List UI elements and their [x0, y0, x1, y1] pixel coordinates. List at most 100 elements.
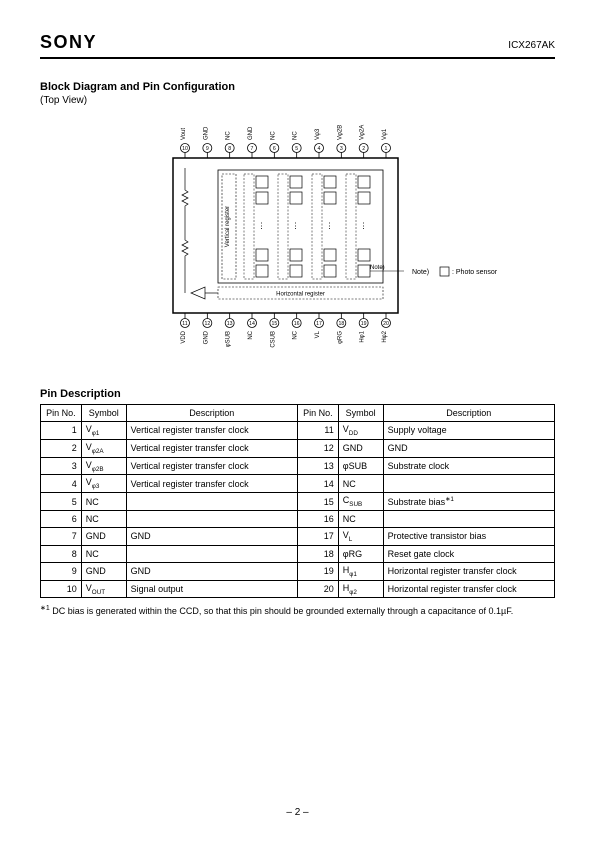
svg-text:VDD: VDD [181, 330, 187, 343]
table-row: 8NC18φRGReset gate clock [41, 545, 555, 562]
cell-desc: Reset gate clock [383, 545, 554, 562]
cell-pin: 16 [297, 510, 338, 527]
cell-pin: 14 [297, 475, 338, 493]
svg-text:10: 10 [182, 146, 188, 152]
cell-desc [126, 493, 297, 511]
cell-pin: 11 [297, 422, 338, 440]
brand-logo: SONY [40, 32, 97, 53]
page-number: – 2 – [0, 807, 595, 818]
svg-text:GND: GND [203, 126, 209, 140]
svg-text:Vφ2A: Vφ2A [359, 125, 365, 140]
table-row: 3Vφ2BVertical register transfer clock13φ… [41, 457, 555, 475]
pin-description-table: Pin No. Symbol Description Pin No. Symbo… [40, 404, 555, 598]
cell-symbol: Hφ1 [338, 562, 383, 580]
cell-symbol: φSUB [338, 457, 383, 475]
cell-desc: Signal output [126, 580, 297, 598]
th-symbol-right: Symbol [338, 405, 383, 422]
cell-pin: 1 [41, 422, 82, 440]
cell-pin: 4 [41, 475, 82, 493]
cell-symbol: NC [81, 493, 126, 511]
table-row: 10VOUTSignal output20Hφ2Horizontal regis… [41, 580, 555, 598]
svg-text:Note): Note) [412, 269, 429, 276]
block-diagram: 10Vout11VDD9GND12GND8NC13φSUB7GND14NC6NC… [98, 110, 498, 370]
cell-symbol: GND [81, 562, 126, 580]
cell-pin: 8 [41, 545, 82, 562]
section-title-block-diagram: Block Diagram and Pin Configuration [40, 81, 555, 93]
cell-desc: GND [126, 562, 297, 580]
th-pin-right: Pin No. [297, 405, 338, 422]
svg-text:VL: VL [315, 330, 321, 338]
svg-text:⋮: ⋮ [257, 222, 266, 231]
cell-pin: 15 [297, 493, 338, 511]
block-diagram-wrap: 10Vout11VDD9GND12GND8NC13φSUB7GND14NC6NC… [40, 110, 555, 370]
svg-text:NC: NC [292, 330, 298, 339]
svg-text:17: 17 [316, 321, 322, 327]
cell-desc: Horizontal register transfer clock [383, 562, 554, 580]
cell-symbol: VOUT [81, 580, 126, 598]
top-view-label: (Top View) [40, 95, 555, 106]
cell-symbol: NC [338, 475, 383, 493]
cell-pin: 6 [41, 510, 82, 527]
cell-symbol: GND [81, 527, 126, 545]
svg-text:NC: NC [248, 330, 254, 339]
cell-desc [383, 475, 554, 493]
cell-desc: Substrate clock [383, 457, 554, 475]
svg-text:9: 9 [205, 146, 208, 152]
page: SONY ICX267AK Block Diagram and Pin Conf… [0, 0, 595, 842]
svg-text:Note): Note) [370, 265, 385, 271]
svg-text:Vertical register: Vertical register [225, 206, 231, 247]
svg-text:15: 15 [271, 321, 277, 327]
svg-text:NC: NC [270, 131, 276, 140]
svg-text:Vφ2B: Vφ2B [337, 125, 343, 140]
cell-pin: 18 [297, 545, 338, 562]
cell-pin: 19 [297, 562, 338, 580]
th-symbol-left: Symbol [81, 405, 126, 422]
cell-pin: 17 [297, 527, 338, 545]
svg-text:5: 5 [295, 146, 298, 152]
cell-desc: Vertical register transfer clock [126, 475, 297, 493]
cell-pin: 20 [297, 580, 338, 598]
table-row: 1Vφ1Vertical register transfer clock11VD… [41, 422, 555, 440]
footnote-marker: ∗1 [40, 605, 50, 612]
cell-pin: 10 [41, 580, 82, 598]
cell-pin: 2 [41, 439, 82, 457]
svg-text:3: 3 [339, 146, 342, 152]
svg-text:Vφ1: Vφ1 [382, 128, 388, 140]
svg-text:20: 20 [383, 321, 389, 327]
cell-symbol: NC [81, 545, 126, 562]
part-number: ICX267AK [508, 40, 555, 51]
cell-symbol: NC [338, 510, 383, 527]
cell-symbol: Vφ2A [81, 439, 126, 457]
cell-pin: 3 [41, 457, 82, 475]
th-desc-right: Description [383, 405, 554, 422]
table-row: 2Vφ2AVertical register transfer clock12G… [41, 439, 555, 457]
svg-text:4: 4 [317, 146, 320, 152]
section-title-pin-description: Pin Description [40, 388, 555, 400]
svg-text:φSUB: φSUB [225, 331, 231, 347]
svg-text:6: 6 [272, 146, 275, 152]
cell-desc: Protective transistor bias [383, 527, 554, 545]
svg-text:⋮: ⋮ [359, 222, 368, 231]
cell-symbol: Vφ3 [81, 475, 126, 493]
svg-text:1: 1 [384, 146, 387, 152]
svg-text:7: 7 [250, 146, 253, 152]
svg-text:NC: NC [292, 131, 298, 140]
table-row: 7GNDGND17VLProtective transistor bias [41, 527, 555, 545]
svg-text:8: 8 [228, 146, 231, 152]
svg-text:14: 14 [249, 321, 255, 327]
table-row: 4Vφ3Vertical register transfer clock14NC [41, 475, 555, 493]
cell-pin: 5 [41, 493, 82, 511]
svg-text:GND: GND [203, 330, 209, 344]
svg-text:11: 11 [182, 321, 187, 327]
cell-symbol: Vφ2B [81, 457, 126, 475]
cell-symbol: Vφ1 [81, 422, 126, 440]
table-row: 5NC15CSUBSubstrate bias∗1 [41, 493, 555, 511]
svg-text:⋮: ⋮ [325, 222, 334, 231]
cell-desc [126, 545, 297, 562]
cell-desc: Horizontal register transfer clock [383, 580, 554, 598]
svg-text:NC: NC [225, 131, 231, 140]
th-pin-left: Pin No. [41, 405, 82, 422]
cell-desc: Substrate bias∗1 [383, 493, 554, 511]
pin-table-body: 1Vφ1Vertical register transfer clock11VD… [41, 422, 555, 598]
svg-text:18: 18 [338, 321, 344, 327]
